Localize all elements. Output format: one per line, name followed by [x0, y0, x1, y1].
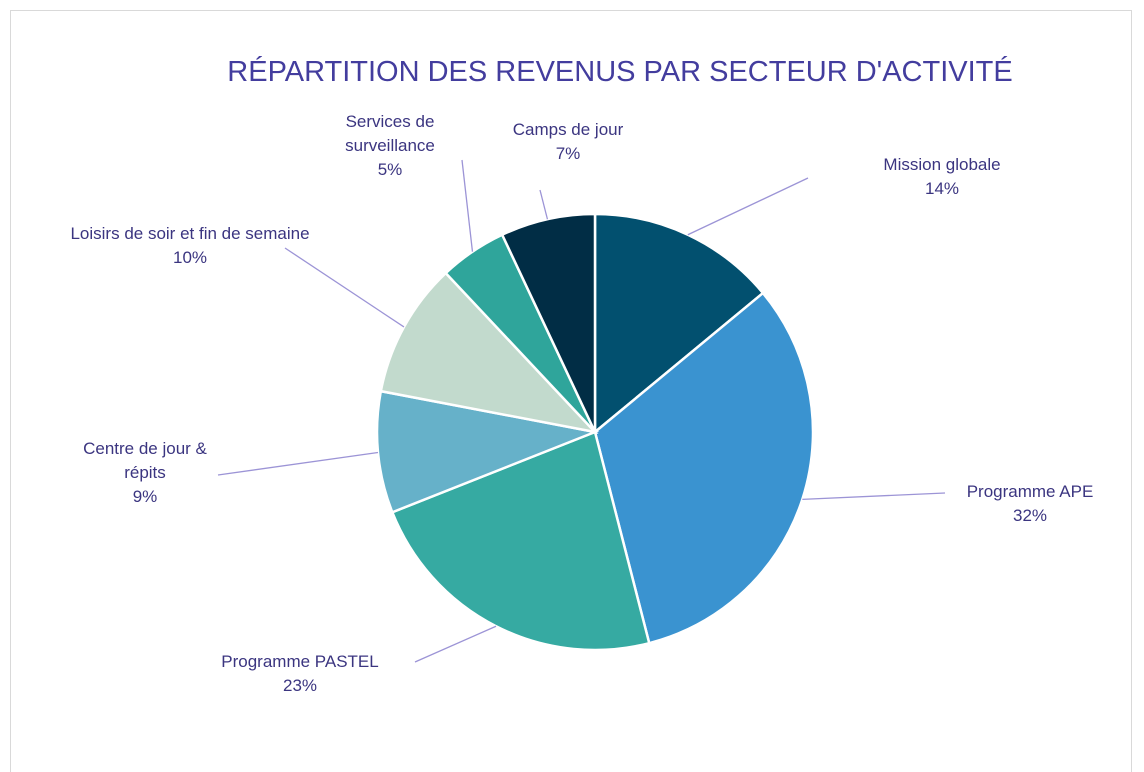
data-label: Services de surveillance 5% [325, 110, 455, 182]
value-label: 7% [555, 144, 581, 163]
value-label: 5% [377, 160, 403, 179]
category-label: Camps de jour [512, 120, 624, 139]
leader-line [539, 189, 549, 220]
value-label: 9% [132, 487, 158, 506]
data-label: Camps de jour 7% [468, 118, 668, 166]
category-label: Services de surveillance [345, 112, 435, 155]
data-label: Loisirs de soir et fin de semaine 10% [70, 222, 310, 270]
data-label: Programme PASTEL 23% [180, 650, 420, 698]
leader-line [461, 159, 474, 252]
chart-title: RÉPARTITION DES REVENUS PAR SECTEUR D'AC… [227, 56, 1013, 88]
data-label: Programme APE 32% [930, 480, 1130, 528]
pie-slice [375, 389, 600, 514]
pie-slice [593, 291, 815, 645]
leader-line [414, 625, 497, 663]
value-label: 14% [924, 179, 960, 198]
data-label: Mission globale 14% [842, 153, 1042, 201]
chart-frame [10, 10, 1132, 772]
value-label: 32% [1012, 506, 1048, 525]
leader-line [802, 492, 946, 501]
category-label: Programme APE [966, 482, 1094, 501]
pie-slice [500, 212, 597, 433]
category-label: Loisirs de soir et fin de semaine [70, 224, 310, 243]
leader-line [687, 177, 809, 236]
value-label: 10% [172, 248, 208, 267]
leader-line [217, 451, 379, 476]
data-label: Centre de jour & répits 9% [70, 437, 220, 509]
pie-slice [390, 430, 651, 652]
leader-line [284, 247, 405, 328]
category-label: Centre de jour & répits [83, 439, 207, 482]
category-label: Programme PASTEL [221, 652, 379, 671]
category-label: Mission globale [883, 155, 1001, 174]
value-label: 23% [282, 676, 318, 695]
